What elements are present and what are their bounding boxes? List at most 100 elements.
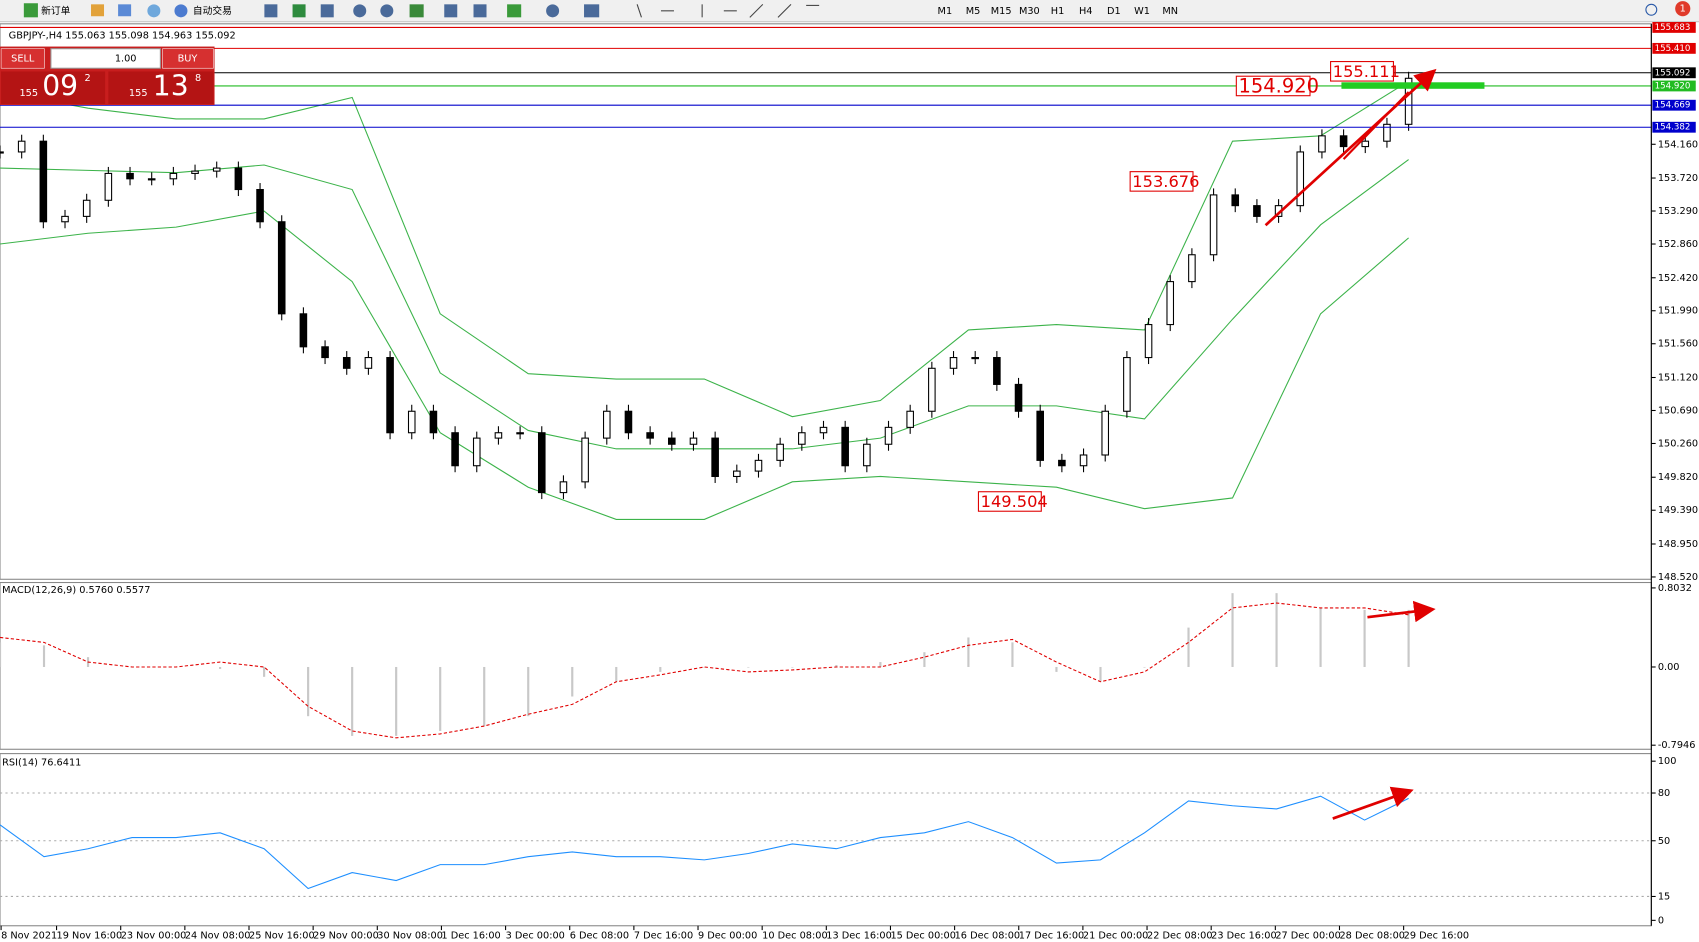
macd-bar <box>1231 593 1234 667</box>
toolbar-icon[interactable] <box>91 4 105 17</box>
candle <box>494 432 503 439</box>
macd-label: MACD(12,26,9) 0.5760 0.5577 <box>2 585 150 596</box>
timeframe-button[interactable]: H4 <box>1079 6 1093 17</box>
cursor-tool[interactable] <box>636 4 642 18</box>
candle <box>451 432 459 467</box>
toolbar-icon[interactable] <box>507 4 522 18</box>
auto-trading-icon[interactable] <box>174 4 188 18</box>
y-tick-label: 153.290 <box>1658 206 1698 217</box>
lots-input[interactable] <box>50 48 161 69</box>
timeframe-button[interactable]: M15 <box>991 6 1012 17</box>
candle <box>1318 135 1326 153</box>
candle <box>754 459 763 472</box>
x-tick-label: 21 Dec 00:00 <box>1083 931 1148 942</box>
macd-bar <box>1099 666 1102 682</box>
timeframe-button[interactable]: MN <box>1162 6 1178 17</box>
new-order-button[interactable]: 新订单 <box>41 4 70 17</box>
macd-bar <box>527 666 530 717</box>
toolbar-icon[interactable] <box>473 4 487 18</box>
sell-price-box[interactable] <box>1 71 106 104</box>
macd-bar <box>439 666 442 731</box>
macd-bar <box>1275 593 1278 667</box>
macd-panel <box>0 581 1652 750</box>
price-annotation-box <box>1330 61 1394 82</box>
macd-bar <box>835 665 838 667</box>
candle <box>798 432 806 445</box>
zoom-in[interactable] <box>353 4 367 18</box>
toolbar-icon[interactable] <box>147 4 161 18</box>
buy-price-small: 8 <box>195 73 201 84</box>
macd-bar <box>0 642 2 667</box>
timeframe-button[interactable]: M5 <box>966 6 981 17</box>
timeframe-button[interactable]: M1 <box>938 6 953 17</box>
timeframe-button[interactable]: D1 <box>1107 6 1121 17</box>
plot-layer: 154.160 153.720 153.290 152.860 152.420 151.9… <box>0 22 1698 942</box>
candle <box>906 410 914 428</box>
y-tick-label: 149.820 <box>1658 472 1698 483</box>
buy-price-box[interactable] <box>108 71 214 104</box>
new-order-icon[interactable] <box>23 3 38 18</box>
notification-count: 1 <box>1680 4 1686 15</box>
timeframe-button[interactable]: W1 <box>1134 6 1150 17</box>
timeframe-button[interactable]: M30 <box>1019 6 1040 17</box>
x-tick-label: 30 Nov 08:00 <box>377 931 443 942</box>
y-tick-label: 100 <box>1658 756 1677 767</box>
candle <box>191 170 199 174</box>
toolbar-icon[interactable] <box>546 4 560 18</box>
price-annotation: 155.111 <box>1333 62 1400 81</box>
macd-bar <box>1363 609 1366 667</box>
price-level-label: 155.683 <box>1655 23 1691 33</box>
buy-button[interactable] <box>162 48 214 69</box>
x-tick-label: 28 Dec 08:00 <box>1339 931 1404 942</box>
candle <box>1079 454 1088 467</box>
toolbar-icon[interactable] <box>320 4 334 18</box>
zoom-out[interactable] <box>380 4 394 18</box>
candle <box>342 357 351 369</box>
candle <box>429 410 438 434</box>
timeframe-button[interactable]: H1 <box>1051 6 1065 17</box>
sell-button[interactable] <box>0 48 45 69</box>
toolbar-icon[interactable] <box>264 4 278 18</box>
arrow <box>1264 68 1437 227</box>
candle <box>884 426 893 445</box>
x-tick-label: 9 Dec 00:00 <box>698 931 757 942</box>
price-annotation: 149.504 <box>981 492 1048 511</box>
search-icon[interactable] <box>1645 3 1658 16</box>
trendline-tool[interactable] <box>749 3 764 18</box>
price-level-label: 155.410 <box>1655 44 1691 54</box>
rsi-label: RSI(14) 76.6411 <box>2 757 81 768</box>
y-tick-label: 152.860 <box>1658 239 1698 250</box>
x-tick-label: 16 Dec 08:00 <box>955 931 1020 942</box>
x-tick-label: 24 Nov 08:00 <box>185 931 251 942</box>
candle <box>1188 254 1196 283</box>
candle <box>1014 383 1023 412</box>
candle <box>516 432 524 435</box>
macd-bar <box>1319 607 1322 667</box>
y-tick-label: 0 <box>1658 915 1664 926</box>
macd-bar <box>1011 642 1014 667</box>
candle <box>17 140 26 153</box>
toolbar-icon[interactable] <box>118 4 132 17</box>
toolbar-icon[interactable] <box>292 4 306 18</box>
macd-bar <box>395 666 398 736</box>
candle <box>364 357 373 369</box>
auto-trading-button[interactable]: 自动交易 <box>193 4 232 17</box>
macd-bar <box>1055 666 1058 672</box>
y-tick-label: 15 <box>1658 891 1670 902</box>
candle <box>1101 410 1110 456</box>
notification-badge[interactable] <box>1675 1 1691 17</box>
price-level-tag <box>1652 80 1696 92</box>
toolbar-icon[interactable] <box>584 4 600 18</box>
toolbar-icon[interactable] <box>444 4 458 18</box>
price-level-label: 154.669 <box>1655 101 1691 111</box>
sell-label: SELL <box>11 53 35 64</box>
candle <box>537 432 546 494</box>
macd-bar <box>42 645 46 667</box>
candle <box>1253 205 1261 217</box>
candle <box>1383 123 1391 142</box>
trend-line <box>1342 91 1410 160</box>
y-tick-label: 151.560 <box>1658 339 1698 350</box>
channel-tool[interactable] <box>777 3 792 18</box>
sell-price-small: 2 <box>85 73 91 84</box>
toolbar-icon[interactable] <box>409 4 424 18</box>
